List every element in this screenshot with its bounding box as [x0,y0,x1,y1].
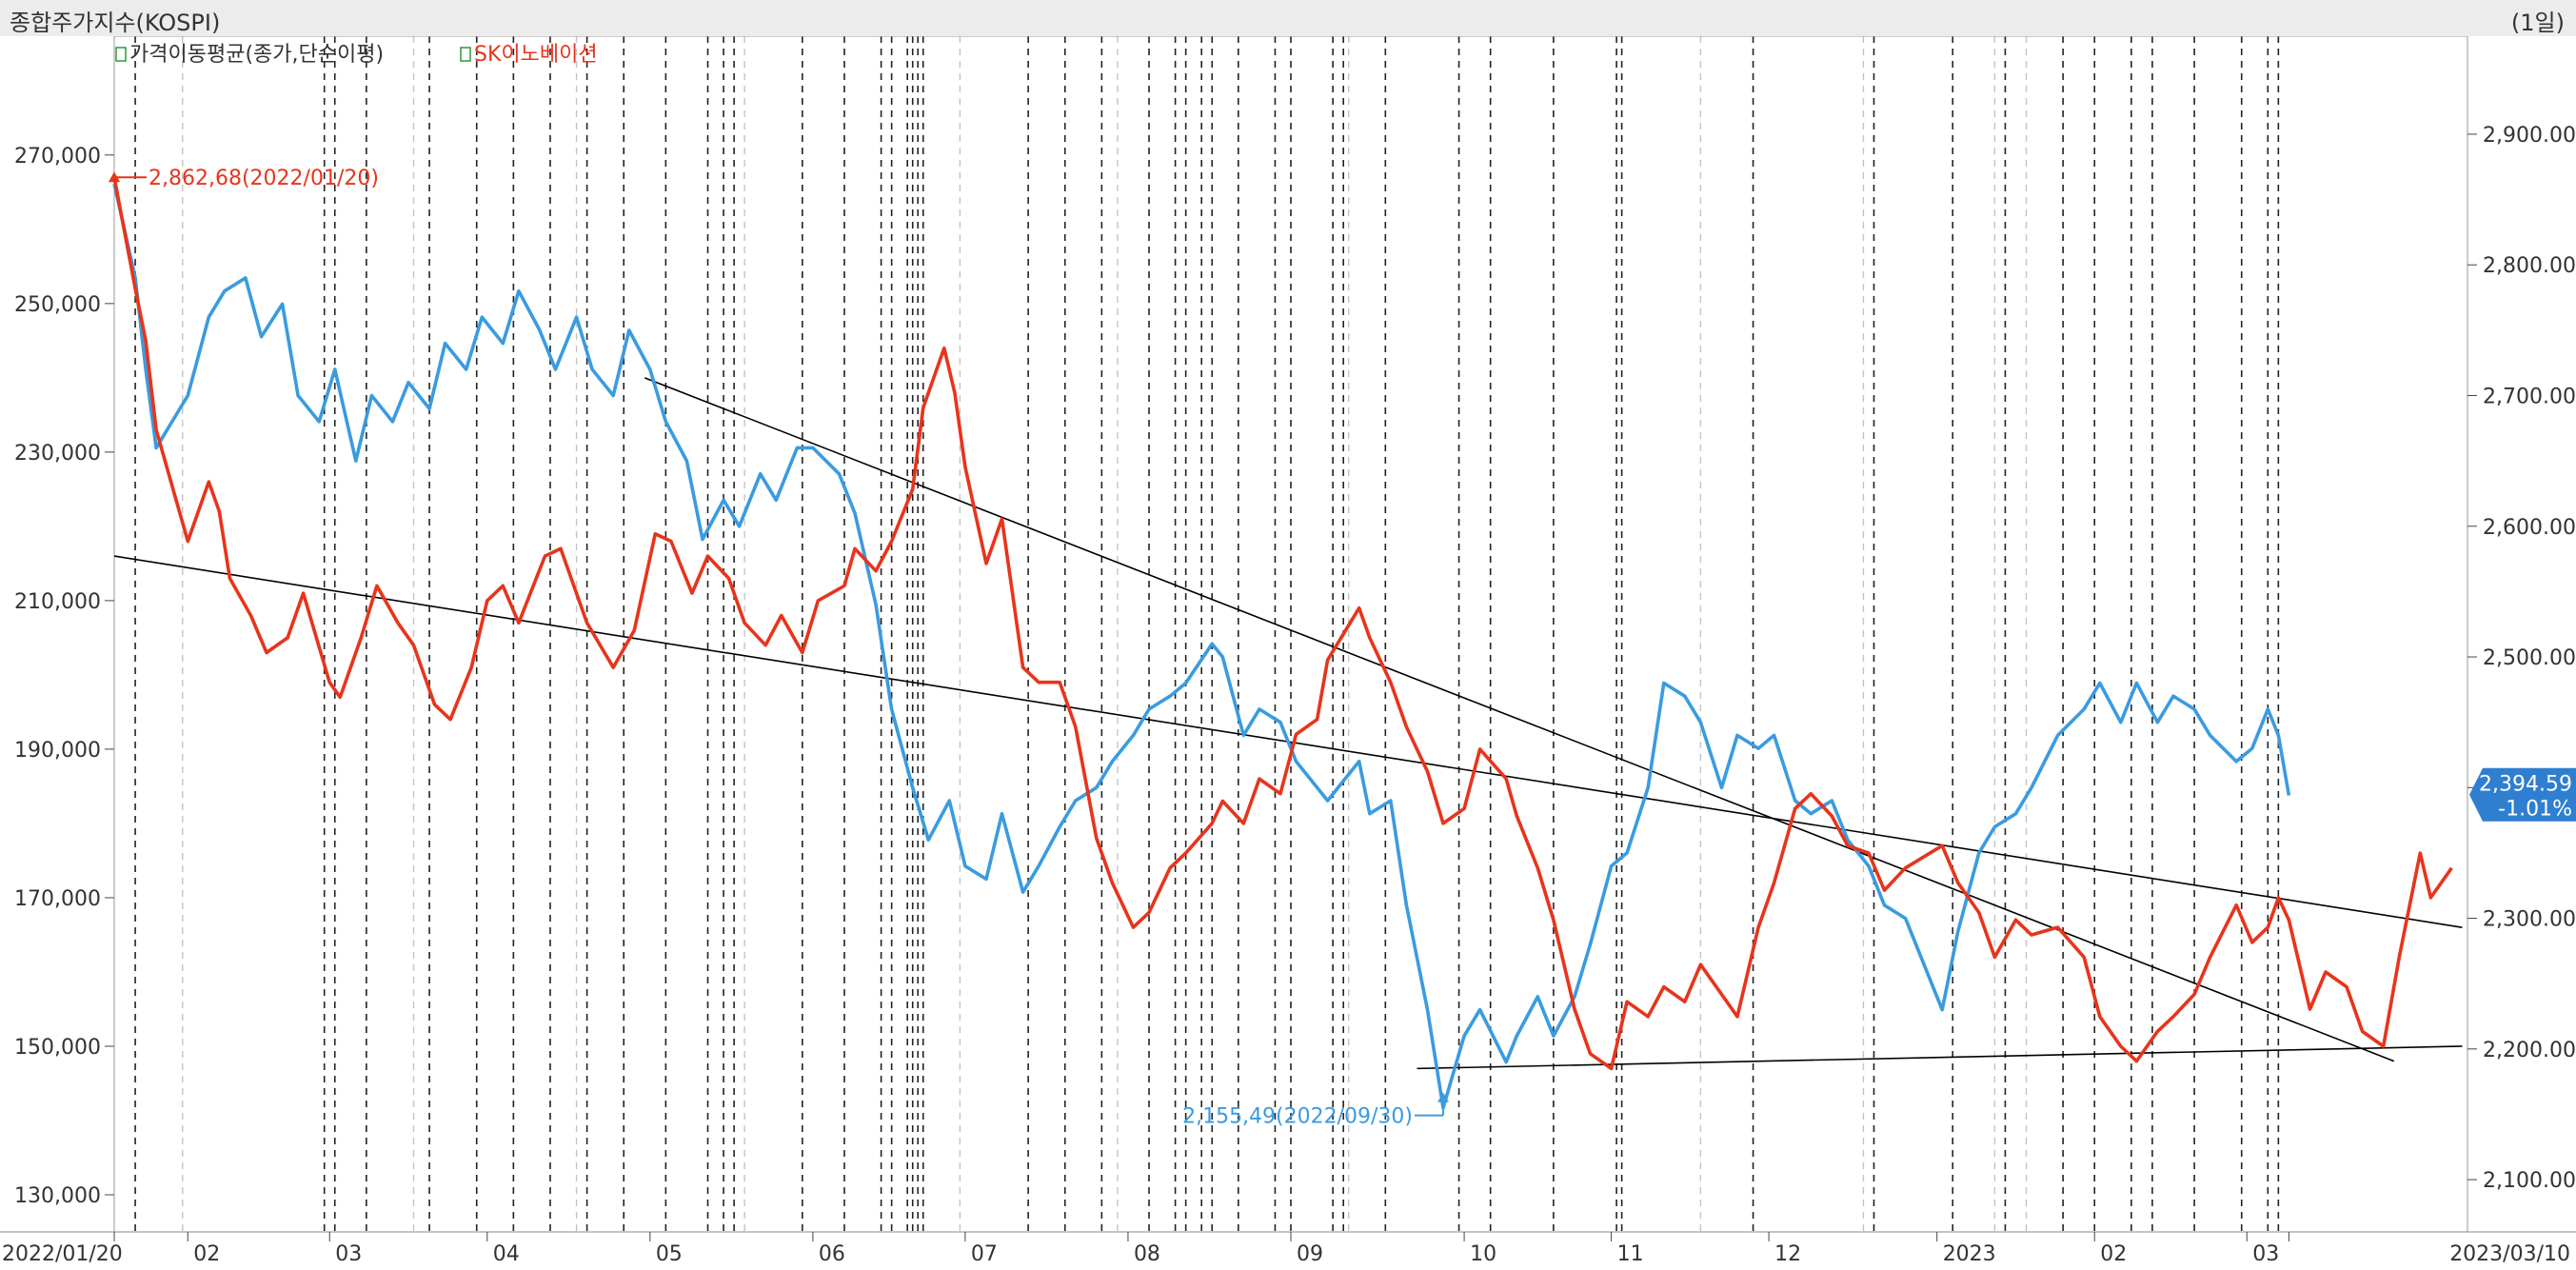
left-tick-label: 130,000 [14,1184,101,1208]
right-tick-label: 2,300.00 [2483,908,2576,932]
right-tick-label: 2,900.00 [2483,124,2576,148]
right-axis: 2,100.002,200.002,300.002,400.002,500.00… [2467,124,2576,1193]
left-tick-label: 250,000 [14,293,101,317]
high-annotation: 2,862,68(2022/01/20) [149,167,379,190]
right-tick-label: 2,600.00 [2483,516,2576,540]
right-tick-label: 2,500.00 [2483,646,2576,670]
trendline [644,377,2395,1062]
current-value-badge-shape [2469,767,2576,822]
current-change: -1.01% [2498,798,2572,822]
chart-title: 종합주가지수(KOSPI) [10,10,221,36]
legend-item-moving-average: 가격이동평균(종가,단순이평) [129,43,384,67]
right-tick-label: 2,700.00 [2483,385,2576,408]
legend-swatch [115,47,127,62]
left-tick-label: 230,000 [14,442,101,466]
chart-title-bar: 종합주가지수(KOSPI) (1일) [0,0,2576,37]
x-tick-label: 07 [971,1242,998,1266]
x-tick-label: 10 [1470,1242,1496,1266]
x-tick-label: 09 [1297,1242,1323,1266]
low-marker [1437,1092,1450,1102]
low-annotation: 2,155,49(2022/09/30) [1182,1105,1413,1129]
x-tick-label: 02 [193,1242,220,1266]
legend: 가격이동평균(종가,단순이평) SK이노베이션 [115,43,598,67]
period-label[interactable]: (1일) [2510,10,2565,36]
left-tick-label: 150,000 [14,1036,101,1060]
x-axis: 2022/01/20 02 03 04 05 06 07 08 09 10 11 12 2023 02 03… [0,1231,2576,1266]
x-tick-label: 12 [1774,1242,1801,1266]
x-tick-label: 06 [819,1242,845,1266]
current-value-badge: 2,394.59-1.01% [2469,767,2576,822]
right-tick-label: 2,100.00 [2483,1169,2576,1193]
series-lines [112,176,2453,1110]
right-tick-label: 2,800.00 [2483,254,2576,278]
plot-background [0,36,2576,1270]
x-tick-label: 11 [1617,1242,1644,1266]
x-tick-label: 02 [2100,1242,2127,1266]
current-value: 2,394.59 [2479,773,2572,797]
legend-swatch [460,47,471,62]
legend-item-sk-innovation: SK이노베이션 [474,43,598,67]
right-tick-label: 2,200.00 [2483,1039,2576,1062]
left-tick-label: 190,000 [14,739,101,763]
x-tick-label: 05 [656,1242,683,1266]
left-tick-label: 170,000 [14,887,101,911]
high-marker [109,171,120,183]
annotations: 2,862,68(2022/01/20) 2,155,49(2022/09/30) [109,167,1450,1129]
stock-chart[interactable]: 130,000 150,000 170,000 190,000 210,000 230,0… [0,36,2576,1270]
x-tick-label: 08 [1134,1242,1160,1266]
trendline [1417,1045,2463,1070]
series-line-sk [112,176,2453,1071]
x-tick-label: 04 [493,1242,520,1266]
left-tick-label: 270,000 [14,145,101,169]
x-tick-label: 2023/03/10 [2449,1242,2570,1266]
x-tick-label: 2022/01/20 [2,1242,123,1266]
x-tick-label: 03 [2252,1242,2279,1266]
left-tick-label: 210,000 [14,590,101,614]
x-tick-label: 2023 [1943,1242,1996,1266]
series-line-kospi [112,183,2291,1110]
x-tick-label: 03 [335,1242,362,1266]
